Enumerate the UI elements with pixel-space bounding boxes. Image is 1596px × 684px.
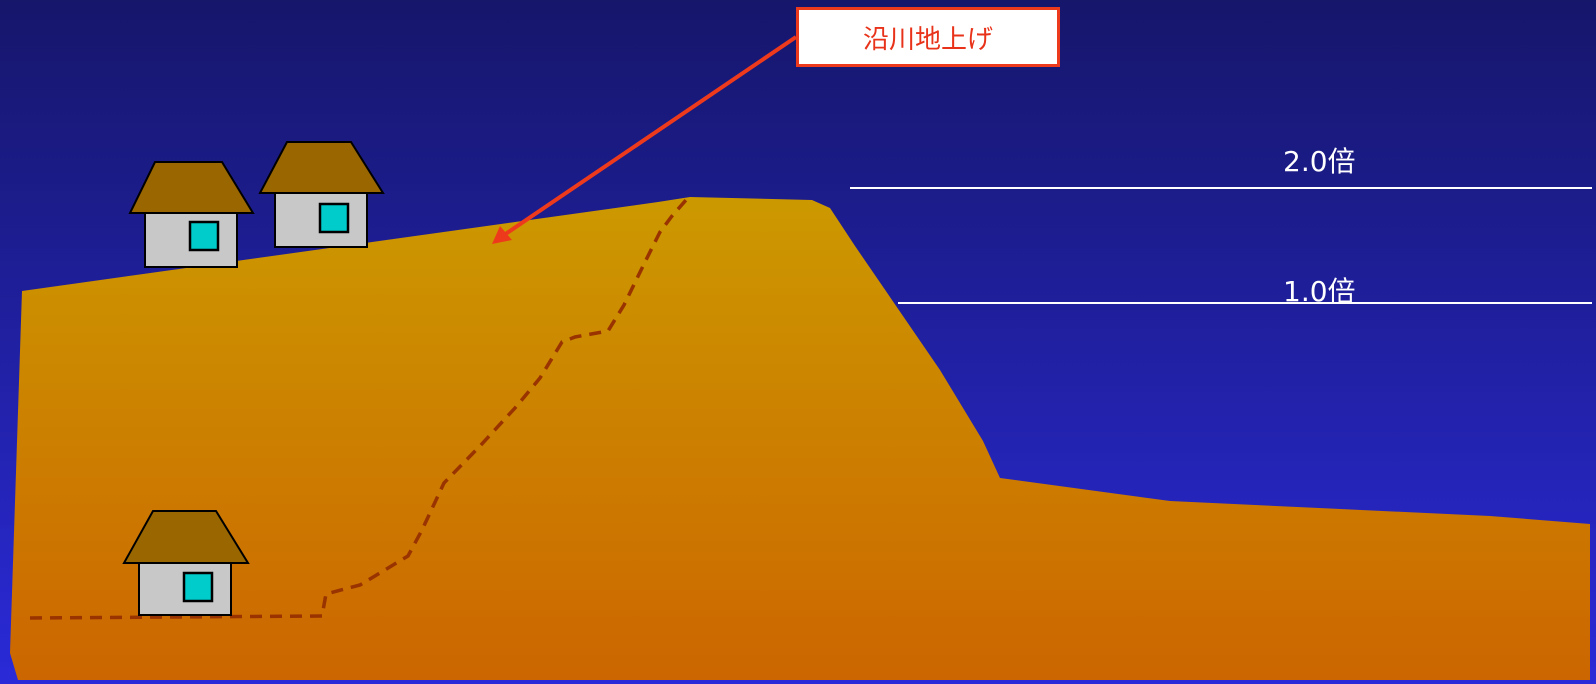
house-icon [122, 510, 250, 616]
callout-box: 沿川地上げ [796, 7, 1060, 67]
water-level-label-1x: 1.0倍 [1283, 275, 1356, 308]
house-icon [258, 141, 385, 248]
callout-label: 沿川地上げ [862, 24, 993, 55]
house-icon [128, 161, 255, 268]
water-level-label-2x: 2.0倍 [1283, 145, 1356, 178]
original-ground-dashed-line [29, 198, 688, 620]
arrow-icon [492, 35, 798, 244]
